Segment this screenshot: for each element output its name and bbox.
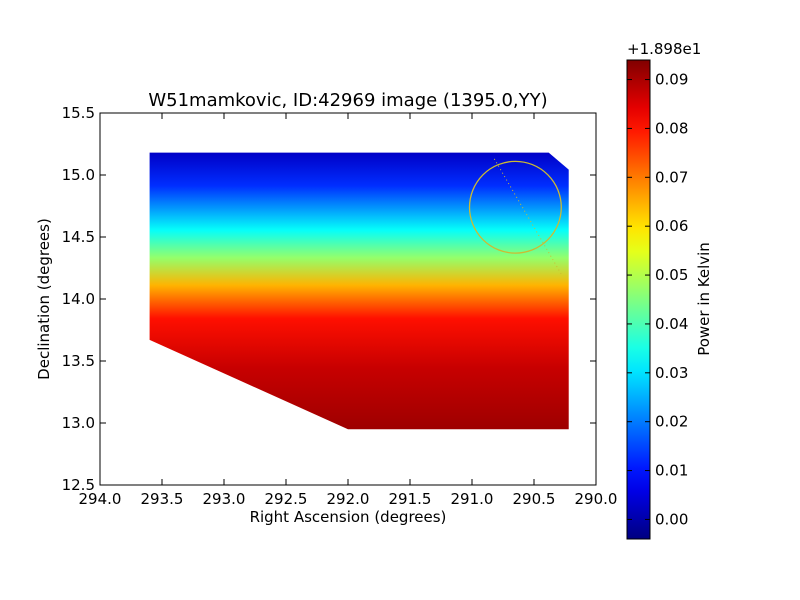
- colorbar-label: Power in Kelvin: [695, 242, 713, 356]
- colorbar-tick-label: 0.05: [655, 266, 688, 284]
- x-tick-label: 291.0: [451, 490, 494, 508]
- x-tick-label: 293.5: [141, 490, 184, 508]
- colorbar-tick-label: 0.07: [655, 168, 688, 186]
- colorbar-tick-label: 0.01: [655, 462, 688, 480]
- colorbar-tick-label: 0.06: [655, 217, 688, 235]
- y-tick-label: 13.0: [62, 414, 95, 432]
- y-tick-label: 12.5: [62, 476, 95, 494]
- heatmap-layer: [149, 152, 569, 430]
- colorbar-ticks: 0.00 0.01 0.02 0.03 0.04 0.05 0.06 0.07 0.08 0.09: [627, 71, 688, 528]
- colorbar-offset-label: +1.898e1: [627, 40, 701, 58]
- x-tick-label: 290.5: [513, 490, 556, 508]
- y-tick-label: 15.0: [62, 166, 95, 184]
- y-tick-label: 14.0: [62, 290, 95, 308]
- y-tick-label: 13.5: [62, 352, 95, 370]
- colorbar: 0.00 0.01 0.02 0.03 0.04 0.05 0.06 0.07 0.08 0.09…: [626, 40, 713, 540]
- colorbar-tick-label: 0.02: [655, 413, 688, 431]
- y-tick-label: 15.5: [62, 104, 95, 122]
- y-tick-label: 14.5: [62, 228, 95, 246]
- y-axis-label: Declination (degrees): [35, 218, 53, 380]
- beam-circle: [468, 160, 562, 254]
- x-axis-label: Right Ascension (degrees): [250, 508, 447, 526]
- x-axis: 294.0 293.5 293.0 292.5 292.0 291.5 291.0 290.5…: [79, 113, 618, 508]
- x-tick-label: 291.5: [389, 490, 432, 508]
- colorbar-tick-label: 0.00: [655, 510, 688, 528]
- overlay-layer: [468, 158, 562, 275]
- x-tick-label: 294.0: [79, 490, 122, 508]
- colorbar-fill: [627, 60, 650, 539]
- colorbar-tick-label: 0.03: [655, 364, 688, 382]
- colorbar-frame: [626, 59, 651, 540]
- colorbar-tick-label: 0.08: [655, 119, 688, 137]
- plot-title: W51mamkovic, ID:42969 image (1395.0,YY): [148, 90, 547, 111]
- x-tick-label: 292.0: [327, 490, 370, 508]
- colorbar-tick-label: 0.09: [655, 71, 688, 89]
- x-tick-label: 292.5: [265, 490, 308, 508]
- x-tick-label: 293.0: [203, 490, 246, 508]
- colorbar-tick-label: 0.04: [655, 315, 688, 333]
- y-axis: 12.5 13.0 13.5 14.0 14.5 15.0 15.5: [62, 104, 596, 494]
- heatmap-image: [149, 152, 569, 430]
- x-tick-label: 290.0: [575, 490, 618, 508]
